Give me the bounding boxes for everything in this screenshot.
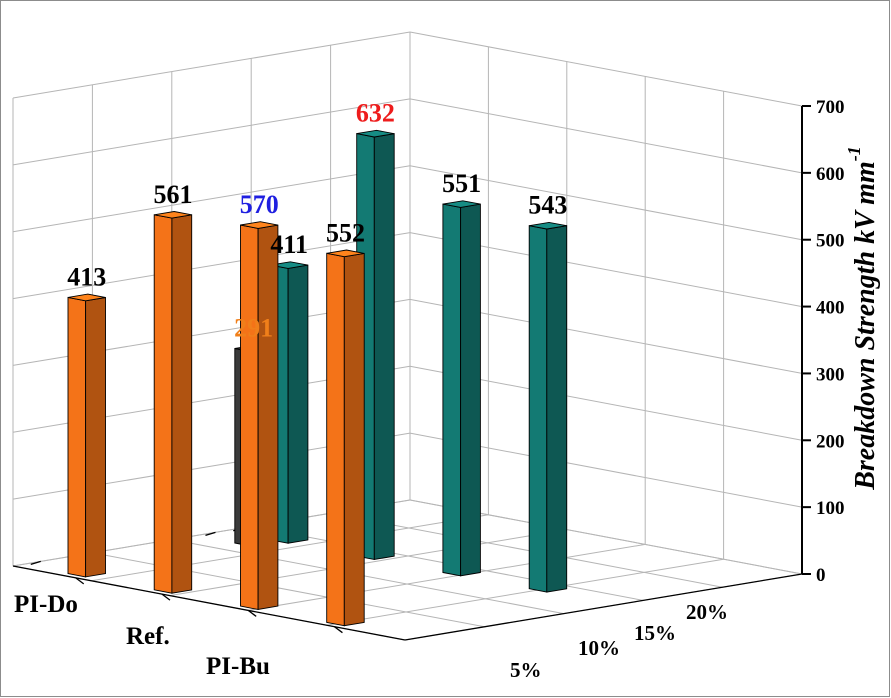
labels: 411 632 551 543 291 413 561 570 552 <box>67 99 567 343</box>
y-tick-label: 500 <box>816 231 845 252</box>
bar <box>153 211 193 594</box>
bar-value-label: 570 <box>240 190 279 219</box>
bar <box>67 293 106 578</box>
axes: 0 100 200 300 400 500 600 700 Breakdown Strength… <box>12 97 881 682</box>
y-tick-label: 700 <box>816 97 845 118</box>
bars <box>67 129 568 627</box>
bar-value-label: 552 <box>326 218 365 247</box>
y-tick-label: 600 <box>816 164 845 185</box>
row-category-label: PI-Do <box>14 591 78 618</box>
x-category-label: 5% <box>510 658 542 682</box>
bar-value-label: 413 <box>67 262 106 291</box>
y-tick-label: 300 <box>816 364 845 385</box>
bar-value-label: 561 <box>153 180 192 209</box>
bar-value-label: 411 <box>270 230 308 259</box>
bar-value-label: 632 <box>356 99 395 128</box>
x-category-label: 20% <box>686 600 728 624</box>
row-category-label: PI-Bu <box>206 653 270 680</box>
x-category-label: 10% <box>578 636 620 660</box>
y-tick-label: 400 <box>816 298 845 319</box>
bar <box>240 221 279 611</box>
row-category-label: Ref. <box>126 623 170 650</box>
y-tick-label: 200 <box>816 431 845 452</box>
bar <box>528 221 568 593</box>
bar-value-label: 551 <box>442 169 481 198</box>
bar-value-label: 543 <box>528 191 567 220</box>
x-category-label: 15% <box>634 621 676 645</box>
bar <box>326 249 365 627</box>
y-tick-label: 100 <box>816 498 845 519</box>
bar-value-label: 291 <box>234 314 273 343</box>
y-tick-label: 0 <box>816 565 826 586</box>
bar <box>442 200 481 577</box>
y-axis-title: Breakdown Strength kV mm-1 <box>844 146 881 491</box>
